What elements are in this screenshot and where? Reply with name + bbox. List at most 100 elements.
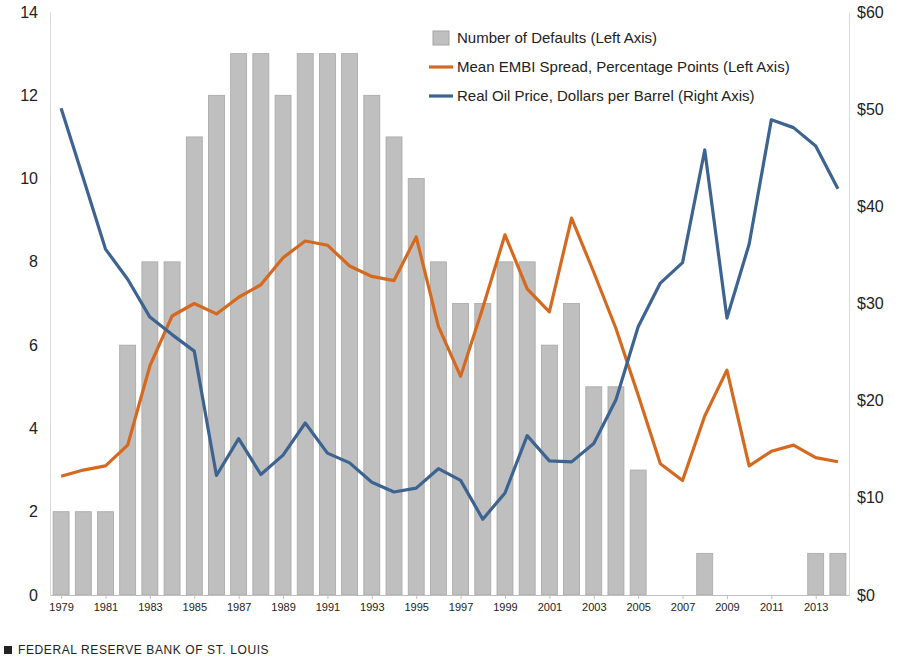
tick-label: $0 bbox=[857, 587, 875, 604]
tick-label: 2007 bbox=[671, 601, 695, 613]
tick-mark bbox=[416, 595, 417, 599]
tick: 0 bbox=[29, 587, 50, 604]
legend-swatch bbox=[429, 94, 453, 97]
bar bbox=[75, 512, 91, 595]
bar bbox=[675, 595, 691, 596]
tick: 2005 bbox=[626, 595, 650, 613]
legend-item: Number of Defaults (Left Axis) bbox=[433, 29, 657, 46]
tick: 2007 bbox=[671, 595, 695, 613]
tick-label: $20 bbox=[857, 392, 884, 409]
tick-label: 4 bbox=[29, 420, 38, 437]
tick: 2009 bbox=[715, 595, 739, 613]
bar bbox=[741, 595, 757, 596]
bar bbox=[808, 553, 824, 595]
tick-label: 1999 bbox=[493, 601, 517, 613]
tick-label: $40 bbox=[857, 198, 884, 215]
tick: 10 bbox=[20, 170, 50, 187]
tick-mark bbox=[327, 595, 328, 599]
bar bbox=[120, 345, 136, 595]
bar bbox=[652, 595, 668, 596]
tick-label: 14 bbox=[20, 4, 38, 21]
bar bbox=[564, 304, 580, 596]
tick-mark bbox=[594, 595, 595, 599]
tick-label: 6 bbox=[29, 337, 38, 354]
legend-swatch bbox=[433, 31, 449, 45]
bar bbox=[719, 595, 735, 596]
tick-mark bbox=[194, 595, 195, 599]
tick: 1985 bbox=[183, 595, 207, 613]
bar bbox=[253, 54, 269, 595]
bar bbox=[786, 595, 802, 596]
bar-series bbox=[53, 54, 846, 595]
tick: $10 bbox=[849, 489, 884, 506]
tick: 8 bbox=[29, 253, 50, 270]
tick-label: $60 bbox=[857, 4, 884, 21]
legend-label: Real Oil Price, Dollars per Barrel (Righ… bbox=[457, 87, 755, 104]
tick-label: 2013 bbox=[804, 601, 828, 613]
tick-mark bbox=[150, 595, 151, 599]
tick-label: 2 bbox=[29, 503, 38, 520]
bar bbox=[763, 595, 779, 596]
tick: 2011 bbox=[760, 595, 784, 613]
tick-mark bbox=[461, 595, 462, 599]
bar bbox=[342, 54, 358, 595]
tick: 1997 bbox=[449, 595, 473, 613]
tick-label: 1997 bbox=[449, 601, 473, 613]
legend: Number of Defaults (Left Axis) Mean EMBI … bbox=[429, 29, 790, 104]
tick-label: 1993 bbox=[360, 601, 384, 613]
bar bbox=[475, 304, 491, 596]
bar bbox=[497, 262, 513, 595]
line bbox=[61, 218, 838, 480]
tick-label: 1991 bbox=[316, 601, 340, 613]
tick: 1979 bbox=[49, 595, 73, 613]
legend-item: Mean EMBI Spread, Percentage Points (Lef… bbox=[429, 58, 790, 75]
source-marker bbox=[4, 646, 12, 654]
plot-area bbox=[53, 54, 846, 595]
tick-label: 2003 bbox=[582, 601, 606, 613]
bar bbox=[541, 345, 557, 595]
tick: 2003 bbox=[582, 595, 606, 613]
tick-label: 8 bbox=[29, 253, 38, 270]
tick: 2001 bbox=[538, 595, 562, 613]
bar bbox=[97, 512, 113, 595]
bar bbox=[186, 137, 202, 595]
bar bbox=[608, 387, 624, 595]
bar bbox=[830, 553, 846, 595]
tick: 1991 bbox=[316, 595, 340, 613]
tick: 1995 bbox=[404, 595, 428, 613]
tick: 1993 bbox=[360, 595, 384, 613]
tick-label: 1981 bbox=[94, 601, 118, 613]
tick-label: 1995 bbox=[404, 601, 428, 613]
tick-label: 1989 bbox=[271, 601, 295, 613]
bar bbox=[142, 262, 158, 595]
bar bbox=[275, 95, 291, 595]
tick: 4 bbox=[29, 420, 50, 437]
x-axis: 1979198119831985198719891991199319951997… bbox=[49, 595, 849, 613]
chart: 0 2 4 6 8 10 12 14 $0 $10 $20 $30 $40 $50 $60 1979 1981 1… bbox=[0, 0, 909, 660]
tick-label: $50 bbox=[857, 101, 884, 118]
legend-label: Mean EMBI Spread, Percentage Points (Lef… bbox=[457, 58, 790, 75]
source: FEDERAL RESERVE BANK OF ST. LOUIS bbox=[18, 643, 269, 657]
tick-mark bbox=[372, 595, 373, 599]
y-axis-line bbox=[50, 13, 51, 596]
bar bbox=[364, 95, 380, 595]
legend-label: Number of Defaults (Left Axis) bbox=[457, 29, 657, 46]
tick-mark bbox=[771, 595, 772, 599]
tick: $20 bbox=[849, 392, 884, 409]
tick: 2 bbox=[29, 503, 50, 520]
tick-label: 2011 bbox=[760, 601, 784, 613]
bar bbox=[697, 553, 713, 595]
line bbox=[61, 108, 838, 519]
tick: 1981 bbox=[94, 595, 118, 613]
tick-label: 1985 bbox=[183, 601, 207, 613]
tick: $50 bbox=[849, 101, 884, 118]
tick-label: 0 bbox=[29, 587, 38, 604]
tick: 1987 bbox=[227, 595, 251, 613]
x-axis-line bbox=[51, 595, 850, 596]
bar bbox=[519, 262, 535, 595]
tick-mark bbox=[61, 595, 62, 599]
tick-label: $30 bbox=[857, 295, 884, 312]
bar bbox=[208, 95, 224, 595]
tick: 2013 bbox=[804, 595, 828, 613]
tick: 12 bbox=[20, 87, 50, 104]
